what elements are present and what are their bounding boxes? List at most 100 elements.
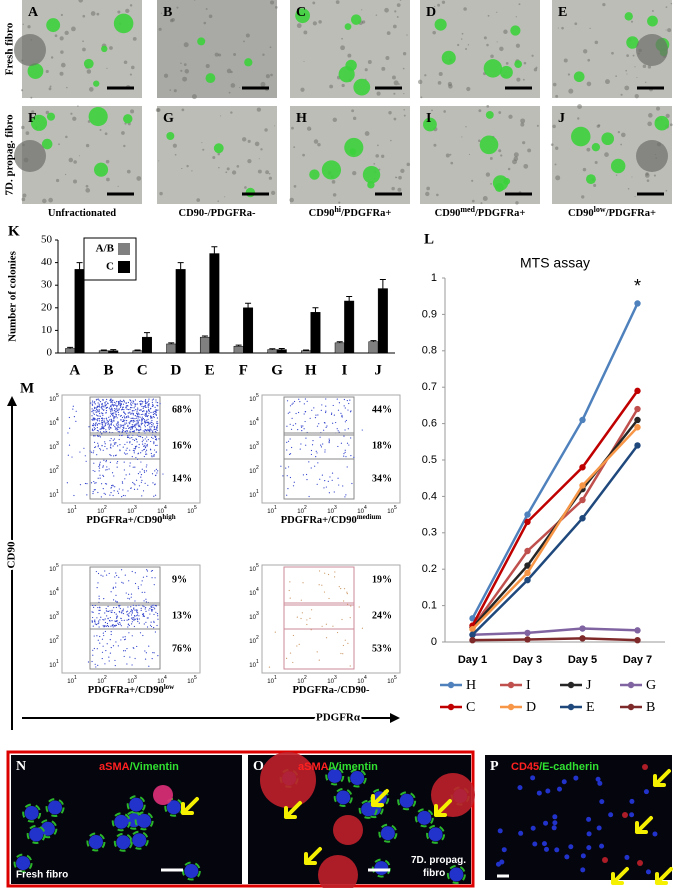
- event: [129, 413, 132, 415]
- event: [142, 410, 144, 412]
- event: [126, 441, 128, 443]
- texture: [555, 175, 561, 181]
- event: [157, 615, 159, 617]
- texture: [400, 168, 405, 174]
- label-sup: low: [594, 205, 606, 214]
- event: [109, 494, 111, 496]
- event: [115, 624, 118, 626]
- event: [114, 659, 116, 662]
- event: [340, 442, 343, 444]
- event: [98, 435, 100, 437]
- tick-exp: 3: [256, 611, 259, 617]
- event: [115, 427, 117, 429]
- event: [144, 443, 146, 445]
- event: [140, 413, 142, 416]
- colony: [41, 138, 53, 150]
- nucleus: [541, 841, 547, 847]
- texture: [398, 83, 400, 85]
- event: [123, 461, 125, 463]
- event: [301, 612, 303, 614]
- event: [128, 624, 130, 627]
- texture: [21, 125, 25, 130]
- event: [127, 593, 130, 595]
- event: [141, 479, 143, 481]
- event: [306, 400, 308, 402]
- event: [111, 413, 113, 416]
- vimentin: [358, 799, 378, 819]
- event: [90, 451, 93, 453]
- nucleus: [428, 827, 443, 842]
- event: [321, 404, 323, 406]
- event: [106, 448, 108, 450]
- texture: [268, 172, 271, 175]
- event: [136, 424, 138, 426]
- texture: [393, 80, 399, 86]
- event: [130, 428, 132, 430]
- event: [152, 405, 154, 407]
- event: [344, 421, 346, 423]
- event: [100, 428, 103, 430]
- event: [129, 421, 131, 423]
- texture: [485, 172, 491, 177]
- y-tick-label: 0.3: [422, 527, 437, 539]
- tick-exp: 4: [56, 587, 59, 593]
- event: [144, 405, 146, 407]
- event: [147, 405, 149, 407]
- texture: [433, 143, 437, 147]
- texture: [665, 189, 668, 192]
- event: [136, 410, 138, 412]
- x-tick-label: 101: [267, 675, 277, 684]
- event: [96, 454, 98, 456]
- event: [96, 434, 99, 437]
- event: [151, 609, 153, 612]
- texture: [260, 81, 266, 87]
- event: [155, 428, 157, 430]
- x-tick-label: 103: [327, 675, 337, 684]
- bar: [233, 345, 244, 354]
- tick-base: 10: [187, 509, 194, 515]
- event: [134, 615, 136, 617]
- nucleus: [595, 776, 601, 782]
- tick-exp: 3: [256, 441, 259, 447]
- event: [143, 471, 146, 473]
- texture: [85, 143, 90, 148]
- event: [321, 625, 323, 627]
- texture: [656, 106, 661, 111]
- event: [134, 657, 136, 660]
- event: [131, 410, 133, 412]
- bar: [334, 342, 345, 354]
- x-tick-label: 101: [67, 505, 77, 514]
- event: [101, 421, 103, 423]
- event: [110, 419, 112, 421]
- positive-cell: [333, 815, 363, 845]
- texture: [158, 160, 160, 162]
- legend-swatch: [118, 261, 130, 273]
- event: [292, 661, 294, 664]
- event: [138, 443, 140, 446]
- event: [155, 468, 157, 470]
- event: [137, 422, 139, 424]
- vimentin: [86, 832, 106, 852]
- event: [112, 484, 114, 486]
- event: [109, 409, 111, 411]
- event: [124, 443, 126, 446]
- texture: [332, 193, 337, 197]
- event: [138, 424, 140, 426]
- event: [346, 399, 348, 402]
- stain-green: /Vimentin: [130, 761, 180, 773]
- event: [102, 575, 104, 577]
- event: [105, 412, 107, 414]
- texture: [396, 3, 401, 8]
- event: [296, 645, 298, 647]
- event: [137, 473, 140, 475]
- event: [331, 472, 334, 474]
- texture: [433, 5, 436, 8]
- event: [105, 404, 108, 406]
- texture: [45, 110, 50, 115]
- event: [94, 663, 96, 665]
- event: [133, 450, 135, 452]
- event: [144, 399, 147, 401]
- texture: [667, 28, 672, 33]
- event: [102, 427, 104, 429]
- event: [116, 462, 118, 464]
